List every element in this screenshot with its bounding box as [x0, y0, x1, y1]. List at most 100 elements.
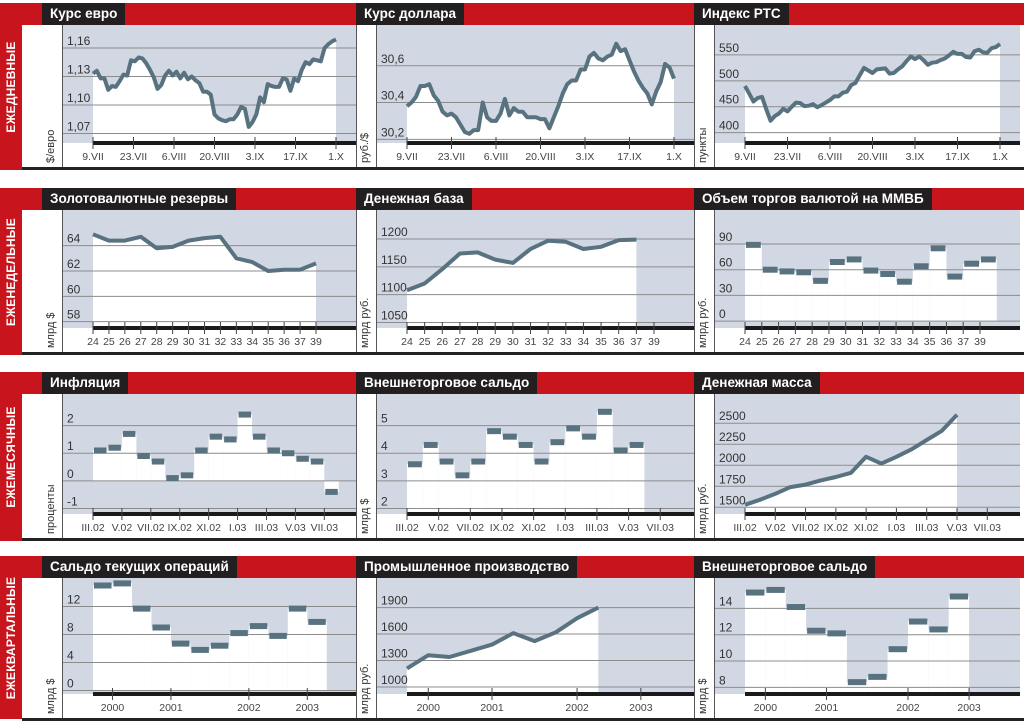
x-tick-label: 9.VII [396, 151, 418, 163]
bar-fill [136, 456, 151, 481]
y-tick-label: 12 [67, 593, 81, 607]
bar-fill [806, 630, 827, 694]
x-tick-label: 9.VII [734, 151, 756, 163]
x-tick-label: III.02 [733, 522, 757, 534]
step-bar [888, 646, 907, 653]
x-tick-label: IX.02 [490, 522, 515, 534]
bar-fill [190, 649, 210, 691]
y-tick-label: 58 [67, 308, 81, 322]
bar-fill [208, 436, 224, 481]
x-tick-label: 39 [974, 336, 986, 348]
area-fill [407, 43, 674, 143]
chart-title: Промышленное производство [356, 556, 578, 578]
y-tick-label: 1,10 [67, 91, 91, 105]
x-tick-label: 25 [756, 336, 768, 348]
bar-fill [252, 436, 267, 481]
step-bar [269, 632, 287, 639]
x-tick-label: V.03 [618, 522, 639, 534]
chart-title: Курс евро [42, 3, 126, 25]
bar-fill [785, 607, 807, 694]
area-fill [93, 39, 336, 144]
bar-fill [828, 262, 846, 322]
step-bar [94, 447, 107, 454]
x-tick-label: 31 [199, 336, 211, 348]
panel-separator [694, 25, 695, 167]
y-tick-label: 10 [719, 647, 733, 661]
y-tick-label: 1200 [381, 225, 408, 239]
x-tick-label: XI.02 [521, 522, 546, 534]
ylabel-separator [62, 394, 63, 538]
step-bar [762, 266, 778, 273]
chart-panel-eur: Курс евро $/евро 1,07 1,10 1,13 1,16 9.VII 23.V… [22, 3, 356, 167]
y-tick-label: 30,6 [381, 52, 405, 66]
bar-fill [93, 450, 108, 481]
row-bottom-line [22, 352, 1024, 355]
x-axis-band [715, 516, 1020, 538]
y-tick-label: 8 [67, 621, 74, 635]
x-tick-label: 35 [595, 336, 607, 348]
bar-fill [928, 629, 949, 694]
bar-fill [266, 450, 281, 481]
chart-panel-m2: Денежная масса млрд руб. 1500 1750 2000 2250 2… [694, 372, 1024, 538]
x-tick-label: 35 [924, 336, 936, 348]
step-bar [766, 586, 785, 593]
y-axis-label: млрд $ [359, 498, 371, 534]
bar-fill [407, 464, 423, 514]
ylabel-separator [376, 578, 377, 718]
step-bar [629, 441, 644, 448]
y-tick-label: 500 [719, 67, 739, 81]
y-tick-label: 0 [719, 307, 726, 321]
chart-panel-current: Сальдо текущих операций млрд $ 0 4 8 12 2000 20… [22, 556, 356, 718]
x-axis-band [377, 330, 694, 352]
bar-fill [287, 608, 308, 691]
y-tick-label: 1050 [381, 308, 408, 322]
bar-fill [867, 676, 888, 694]
bar-fill [812, 280, 829, 322]
chart-title: Золотовалютные резервы [42, 188, 237, 210]
bar-fill [501, 436, 518, 514]
x-tick-label: 30 [183, 336, 195, 348]
step-bar [238, 411, 252, 418]
x-axis-line [93, 141, 356, 145]
x-tick-label: 27 [135, 336, 147, 348]
y-tick-label: 12 [719, 621, 733, 635]
x-tick-label: 24 [739, 336, 751, 348]
chart-panel-reserves: Золотовалютные резервы млрд $ 58 60 62 64 24 25… [22, 188, 356, 352]
plot-area: -1 0 1 2 III.02 V.02 VII.02 IX.02 XI.02 I.03 III.0… [63, 394, 356, 538]
step-bar [813, 277, 828, 284]
x-tick-label: 27 [454, 336, 466, 348]
step-bar [439, 458, 454, 465]
x-tick-label: III.03 [915, 522, 939, 534]
step-bar [325, 488, 338, 495]
bar-fill [581, 436, 597, 514]
x-tick-label: VII.03 [311, 522, 339, 534]
step-bar [947, 273, 963, 280]
y-tick-label: 64 [67, 232, 81, 246]
ylabel-separator [62, 578, 63, 718]
step-bar [964, 260, 979, 267]
step-bar [880, 271, 896, 277]
y-axis-label: млрд $ [45, 312, 57, 348]
bar-fill [517, 444, 534, 514]
x-tick-label: V.02 [765, 522, 786, 534]
series-line [406, 237, 637, 293]
bar-fill [778, 271, 796, 322]
x-tick-label: 36 [613, 336, 625, 348]
x-tick-label: 2001 [159, 702, 183, 714]
step-bar [796, 269, 812, 276]
y-tick-label: 2250 [719, 430, 746, 444]
bar-fill [745, 592, 766, 694]
x-tick-label: IX.02 [824, 522, 849, 534]
x-tick-label: 2000 [101, 702, 125, 714]
bar-fill [596, 411, 613, 514]
step-bar [267, 447, 280, 454]
bar-fill [948, 596, 970, 694]
x-tick-label: III.03 [255, 522, 279, 534]
step-bar [296, 455, 309, 462]
bar-fill [151, 627, 171, 691]
x-tick-label: 37 [957, 336, 969, 348]
chart-title: Денежная база [356, 188, 472, 210]
step-bar [210, 642, 229, 649]
x-tick-label: 20.VIII [857, 151, 887, 163]
bar-fill [422, 444, 439, 514]
